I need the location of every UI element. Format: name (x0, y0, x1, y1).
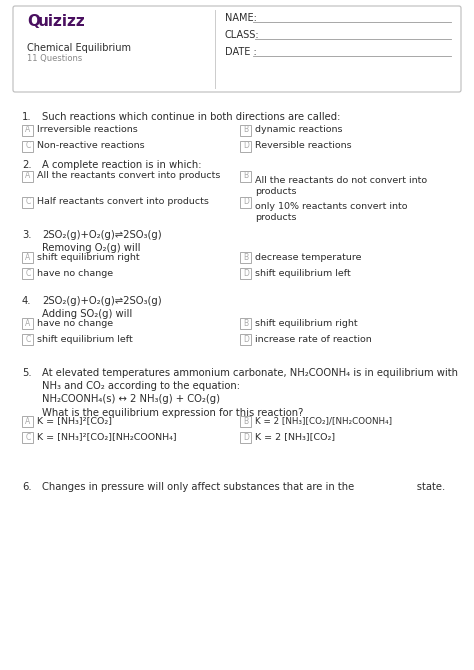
Text: C: C (26, 141, 31, 151)
Bar (240, 196, 252, 208)
Text: D: D (243, 198, 249, 206)
Text: decrease temperature: decrease temperature (255, 253, 362, 261)
Text: B: B (244, 253, 248, 261)
Text: K = [NH₃]²[CO₂]: K = [NH₃]²[CO₂] (37, 417, 112, 425)
Bar (240, 125, 252, 135)
Bar (22, 251, 34, 263)
Text: 11 Questions: 11 Questions (27, 54, 82, 64)
FancyBboxPatch shape (13, 6, 461, 92)
Text: A: A (26, 318, 31, 328)
Text: DATE :: DATE : (225, 47, 257, 57)
Text: have no change: have no change (37, 318, 113, 328)
Text: B: B (244, 172, 248, 180)
Text: A: A (26, 172, 31, 180)
Bar (240, 267, 252, 279)
Text: A: A (26, 253, 31, 261)
Text: C: C (26, 198, 31, 206)
Text: 5.: 5. (22, 368, 32, 378)
Bar (240, 415, 252, 427)
Text: C: C (26, 433, 31, 442)
Text: 2SO₂(g)+O₂(g)⇌2SO₃(g)
Adding SO₂(g) will: 2SO₂(g)+O₂(g)⇌2SO₃(g) Adding SO₂(g) will (42, 296, 162, 319)
Text: uizizz: uizizz (37, 15, 85, 29)
Bar (22, 431, 34, 442)
Text: 2.: 2. (22, 160, 32, 170)
Text: only 10% reactants convert into
products: only 10% reactants convert into products (255, 202, 408, 222)
Text: D: D (243, 433, 249, 442)
Text: 3.: 3. (22, 230, 31, 240)
Text: increase rate of reaction: increase rate of reaction (255, 334, 372, 344)
Text: D: D (243, 334, 249, 344)
Text: C: C (26, 334, 31, 344)
Bar (240, 431, 252, 442)
Text: Reversible reactions: Reversible reactions (255, 141, 352, 151)
Text: Half reactants convert into products: Half reactants convert into products (37, 198, 209, 206)
Bar (22, 318, 34, 328)
Text: Non-reactive reactions: Non-reactive reactions (37, 141, 145, 151)
Text: C: C (26, 269, 31, 277)
Bar (22, 334, 34, 344)
Text: 2SO₂(g)+O₂(g)⇌2SO₃(g)
Removing O₂(g) will: 2SO₂(g)+O₂(g)⇌2SO₃(g) Removing O₂(g) wil… (42, 230, 162, 253)
Text: CLASS:: CLASS: (225, 30, 260, 40)
Bar (22, 196, 34, 208)
Text: K = 2 [NH₃][CO₂]/[NH₂COONH₄]: K = 2 [NH₃][CO₂]/[NH₂COONH₄] (255, 417, 392, 425)
Text: Such reactions which continue in both directions are called:: Such reactions which continue in both di… (42, 112, 340, 122)
Text: B: B (244, 318, 248, 328)
Text: Irreversible reactions: Irreversible reactions (37, 125, 138, 135)
Text: A: A (26, 125, 31, 135)
Text: D: D (243, 141, 249, 151)
Bar (22, 415, 34, 427)
Text: B: B (244, 125, 248, 135)
Text: NAME:: NAME: (225, 13, 257, 23)
Text: 6.: 6. (22, 482, 32, 492)
Bar (22, 170, 34, 182)
Text: K = 2 [NH₃][CO₂]: K = 2 [NH₃][CO₂] (255, 433, 335, 442)
Text: shift equilibrium left: shift equilibrium left (255, 269, 351, 277)
Text: All the reactants do not convert into
products: All the reactants do not convert into pr… (255, 176, 427, 196)
Text: Chemical Equilibrium: Chemical Equilibrium (27, 43, 131, 53)
Text: A complete reaction is in which:: A complete reaction is in which: (42, 160, 201, 170)
Bar (240, 318, 252, 328)
Text: dynamic reactions: dynamic reactions (255, 125, 343, 135)
Text: 4.: 4. (22, 296, 31, 306)
Text: D: D (243, 269, 249, 277)
Bar (240, 251, 252, 263)
Bar (22, 267, 34, 279)
Text: Changes in pressure will only affect substances that are in the                 : Changes in pressure will only affect sub… (42, 482, 445, 492)
Text: K = [NH₃]²[CO₂][NH₂COONH₄]: K = [NH₃]²[CO₂][NH₂COONH₄] (37, 433, 177, 442)
Text: shift equilibrium right: shift equilibrium right (37, 253, 140, 261)
Text: 1.: 1. (22, 112, 32, 122)
Bar (240, 334, 252, 344)
Bar (240, 141, 252, 151)
Bar (240, 170, 252, 182)
Text: At elevated temperatures ammonium carbonate, NH₂COONH₄ is in equilibrium with
NH: At elevated temperatures ammonium carbon… (42, 368, 458, 417)
Text: B: B (244, 417, 248, 425)
Text: shift equilibrium left: shift equilibrium left (37, 334, 133, 344)
Text: A: A (26, 417, 31, 425)
Text: All the reactants convert into products: All the reactants convert into products (37, 172, 220, 180)
Text: Q: Q (27, 15, 40, 29)
Bar (22, 141, 34, 151)
Bar (22, 125, 34, 135)
Text: shift equilibrium right: shift equilibrium right (255, 318, 357, 328)
Text: have no change: have no change (37, 269, 113, 277)
